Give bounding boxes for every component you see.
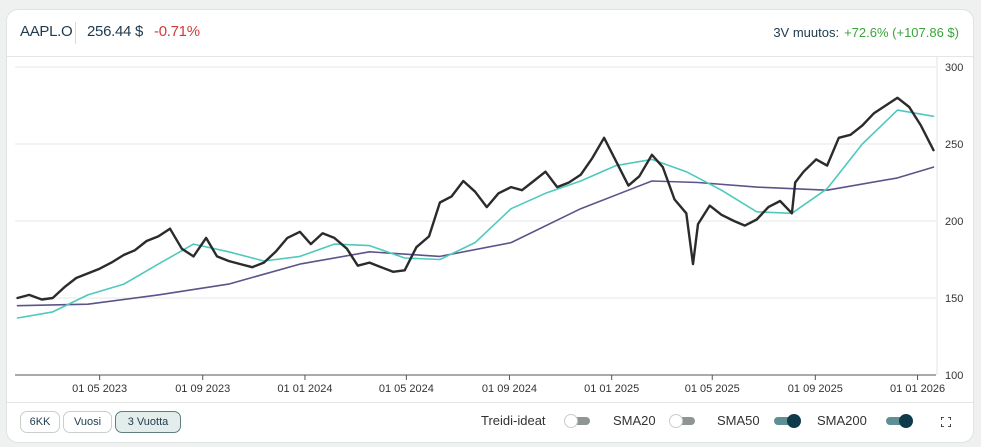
last-price: 256.44 $ [87, 23, 143, 40]
toggle-label-sma20: SMA20 [613, 413, 656, 428]
chart-series [16, 96, 935, 319]
toggle-trade-ideas[interactable] [564, 414, 590, 428]
x-tick-label: 01 01 2024 [277, 383, 332, 395]
x-tick-label: 01 05 2024 [379, 383, 434, 395]
y-tick-label: 300 [945, 62, 963, 74]
range-1y-button[interactable]: Vuosi [63, 411, 112, 433]
period-performance: 3V muutos: +72.6% (+107.86 $) [773, 25, 959, 40]
x-tick-label: 01 05 2025 [685, 383, 740, 395]
sma50-series-line [16, 109, 935, 319]
x-axis: 01 05 2023 01 09 2023 01 01 2024 01 05 2024… [15, 374, 945, 395]
header-divider [75, 22, 76, 44]
range-3y-button[interactable]: 3 Vuotta [115, 411, 181, 433]
x-tick-label: 01 05 2023 [72, 383, 127, 395]
ticker-symbol: AAPL.O [20, 23, 73, 40]
period-performance-value: +72.6% (+107.86 $) [844, 25, 959, 40]
price-series-line [16, 96, 935, 301]
chart-grid [15, 57, 938, 375]
chart-card: AAPL.O 256.44 $ -0.71% 3V muutos: +72.6% … [6, 9, 974, 443]
chart-controls: 6KK Vuosi 3 Vuotta Treidi-ideat SMA20 SM… [7, 402, 973, 442]
toggle-label-sma50: SMA50 [717, 413, 760, 428]
period-performance-label: 3V muutos: [773, 25, 840, 40]
toggle-label-sma200: SMA200 [817, 413, 867, 428]
x-tick-label: 01 09 2023 [175, 383, 230, 395]
toggle-label-trade-ideas: Treidi-ideat [481, 413, 546, 428]
x-tick-label: 01 01 2026 [890, 383, 945, 395]
x-tick-label: 01 09 2024 [482, 383, 537, 395]
fullscreen-icon[interactable] [941, 417, 951, 427]
toggle-sma20[interactable] [669, 414, 695, 428]
toggle-sma200[interactable] [886, 414, 913, 428]
chart-header: AAPL.O 256.44 $ -0.71% 3V muutos: +72.6% … [7, 10, 973, 57]
sma200-series-line [16, 166, 935, 307]
y-tick-label: 100 [945, 370, 963, 382]
y-tick-label: 250 [945, 139, 963, 151]
y-axis: 100 150 200 250 300 [945, 62, 963, 382]
range-6m-button[interactable]: 6KK [20, 411, 60, 433]
y-tick-label: 150 [945, 293, 963, 305]
toggle-sma50[interactable] [774, 414, 801, 428]
x-tick-label: 01 01 2025 [584, 383, 639, 395]
y-tick-label: 200 [945, 216, 963, 228]
daily-change: -0.71% [154, 23, 200, 40]
x-tick-label: 01 09 2025 [788, 383, 843, 395]
